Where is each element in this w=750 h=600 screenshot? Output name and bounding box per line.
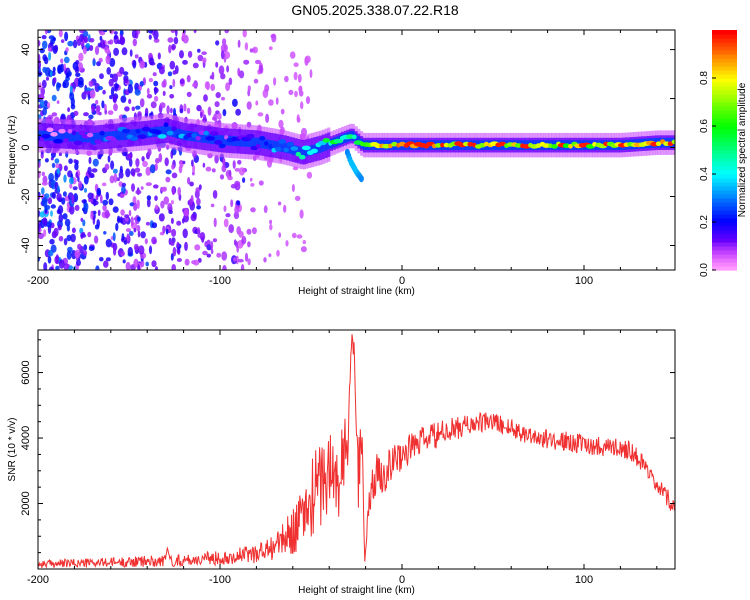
plot1-xtick-label: 100 xyxy=(575,275,593,287)
snr-series-line xyxy=(38,334,675,569)
colorbar-swatch xyxy=(712,70,737,75)
colorbar-swatch xyxy=(712,82,737,87)
plot1-ytick-label: -20 xyxy=(20,189,32,205)
colorbar-swatch xyxy=(712,114,737,119)
colorbar-swatch xyxy=(712,50,737,55)
plot2-xtick-label: 0 xyxy=(399,574,405,586)
plot2-ylabel: SNR (10 * v/v) xyxy=(7,418,18,482)
plot2-xlabel: Height of straight line (km) xyxy=(298,585,415,596)
colorbar-swatch xyxy=(712,102,737,107)
plot2-xtick-label: 100 xyxy=(575,574,593,586)
colorbar xyxy=(712,30,737,271)
colorbar-swatch xyxy=(712,238,737,243)
colorbar-swatch xyxy=(712,138,737,143)
colorbar-swatch xyxy=(712,182,737,187)
colorbar-swatch xyxy=(712,150,737,155)
colorbar-swatch xyxy=(712,158,737,163)
colorbar-swatch xyxy=(712,234,737,239)
colorbar-swatch xyxy=(712,94,737,99)
colorbar-tick-label: 0.4 xyxy=(699,167,710,181)
colorbar-tick-label: 0.6 xyxy=(699,119,710,133)
colorbar-swatch xyxy=(712,58,737,63)
colorbar-swatch xyxy=(712,34,737,39)
figure-title: GN05.2025.338.07.22.R18 xyxy=(291,2,459,18)
plot2-xtick-label: -100 xyxy=(209,574,231,586)
colorbar-swatch xyxy=(712,122,737,127)
colorbar-swatch xyxy=(712,86,737,91)
colorbar-swatch xyxy=(712,90,737,95)
colorbar-swatch xyxy=(712,146,737,151)
colorbar-swatch xyxy=(712,78,737,83)
colorbar-swatch xyxy=(712,250,737,255)
colorbar-swatch xyxy=(712,118,737,123)
colorbar-swatch xyxy=(712,30,737,35)
colorbar-swatch xyxy=(712,198,737,203)
colorbar-swatch xyxy=(712,230,737,235)
colorbar-tick-label: 0.8 xyxy=(699,71,710,85)
colorbar-swatch xyxy=(712,266,737,271)
colorbar-swatch xyxy=(712,42,737,47)
colorbar-label: Normalized spectral amplitude xyxy=(737,82,748,217)
colorbar-swatch xyxy=(712,194,737,199)
colorbar-swatch xyxy=(712,186,737,191)
plot1-xlabel: Height of straight line (km) xyxy=(298,286,415,297)
plot2-ytick-label: 2000 xyxy=(20,491,32,515)
colorbar-swatch xyxy=(712,106,737,111)
colorbar-swatch xyxy=(712,254,737,259)
colorbar-swatch xyxy=(712,170,737,175)
plot1-xtick-label: -100 xyxy=(209,275,231,287)
plot1-xtick-label: 0 xyxy=(399,275,405,287)
colorbar-swatch xyxy=(712,166,737,171)
plot2-frame xyxy=(37,329,676,570)
colorbar-swatch xyxy=(712,38,737,43)
colorbar-swatch xyxy=(712,218,737,223)
colorbar-swatch xyxy=(712,54,737,59)
colorbar-swatch xyxy=(712,134,737,139)
colorbar-swatch xyxy=(712,130,737,135)
plot2-ytick-label: 4000 xyxy=(20,426,32,450)
colorbar-swatch xyxy=(712,66,737,71)
colorbar-swatch xyxy=(712,162,737,167)
colorbar-swatch xyxy=(712,206,737,211)
colorbar-swatch xyxy=(712,242,737,247)
plot1-frame xyxy=(37,29,676,271)
colorbar-swatch xyxy=(712,246,737,251)
plot1-ytick-label: 40 xyxy=(20,43,32,55)
colorbar-swatch xyxy=(712,154,737,159)
colorbar-swatch xyxy=(712,262,737,267)
colorbar-swatch xyxy=(712,74,737,79)
colorbar-swatch xyxy=(712,110,737,115)
plot2-xtick-label: -200 xyxy=(27,574,49,586)
colorbar-swatch xyxy=(712,210,737,215)
plot1-ylabel: Frequency (Hz) xyxy=(7,116,18,185)
colorbar-tick-label: 0.0 xyxy=(699,263,710,277)
colorbar-swatch xyxy=(712,178,737,183)
colorbar-swatch xyxy=(712,46,737,51)
heatmap-cells xyxy=(38,30,675,270)
colorbar-tick-label: 0.2 xyxy=(699,215,710,229)
colorbar-swatch xyxy=(712,202,737,207)
colorbar-swatch xyxy=(712,214,737,219)
colorbar-swatch xyxy=(712,62,737,67)
colorbar-swatch xyxy=(712,258,737,263)
colorbar-swatch xyxy=(712,190,737,195)
colorbar-swatch xyxy=(712,174,737,179)
plot2-ytick-label: 6000 xyxy=(20,360,32,384)
plot1-ytick-label: 0 xyxy=(20,144,32,150)
plot1-xtick-label: -200 xyxy=(27,275,49,287)
colorbar-swatch xyxy=(712,98,737,103)
colorbar-swatch xyxy=(712,126,737,131)
colorbar-swatch xyxy=(712,226,737,231)
colorbar-swatch xyxy=(712,222,737,227)
plot1-ytick-label: -40 xyxy=(20,238,32,254)
plot1-ytick-label: 20 xyxy=(20,92,32,104)
colorbar-swatch xyxy=(712,142,737,147)
